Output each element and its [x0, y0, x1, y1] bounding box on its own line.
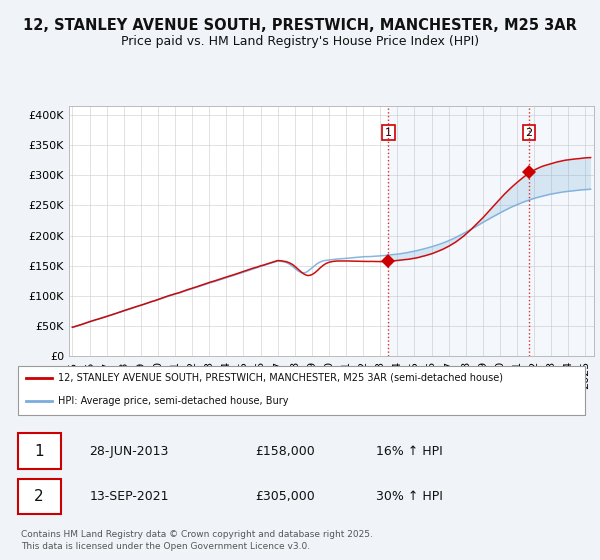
Text: 12, STANLEY AVENUE SOUTH, PRESTWICH, MANCHESTER, M25 3AR: 12, STANLEY AVENUE SOUTH, PRESTWICH, MAN…	[23, 18, 577, 32]
Text: Contains HM Land Registry data © Crown copyright and database right 2025.
This d: Contains HM Land Registry data © Crown c…	[21, 530, 373, 551]
FancyBboxPatch shape	[18, 366, 585, 415]
Text: Price paid vs. HM Land Registry's House Price Index (HPI): Price paid vs. HM Land Registry's House …	[121, 35, 479, 49]
Text: 30% ↑ HPI: 30% ↑ HPI	[376, 489, 443, 503]
Text: 12, STANLEY AVENUE SOUTH, PRESTWICH, MANCHESTER, M25 3AR (semi-detached house): 12, STANLEY AVENUE SOUTH, PRESTWICH, MAN…	[58, 373, 503, 383]
Text: 2: 2	[526, 128, 533, 138]
FancyBboxPatch shape	[18, 478, 61, 514]
Text: 1: 1	[385, 128, 392, 138]
Text: £158,000: £158,000	[256, 445, 316, 458]
Text: 16% ↑ HPI: 16% ↑ HPI	[376, 445, 443, 458]
Text: HPI: Average price, semi-detached house, Bury: HPI: Average price, semi-detached house,…	[58, 396, 289, 406]
Text: 1: 1	[34, 444, 44, 459]
Text: 13-SEP-2021: 13-SEP-2021	[89, 489, 169, 503]
Text: 2: 2	[34, 489, 44, 503]
Text: £305,000: £305,000	[256, 489, 316, 503]
Text: 28-JUN-2013: 28-JUN-2013	[89, 445, 169, 458]
FancyBboxPatch shape	[18, 433, 61, 469]
